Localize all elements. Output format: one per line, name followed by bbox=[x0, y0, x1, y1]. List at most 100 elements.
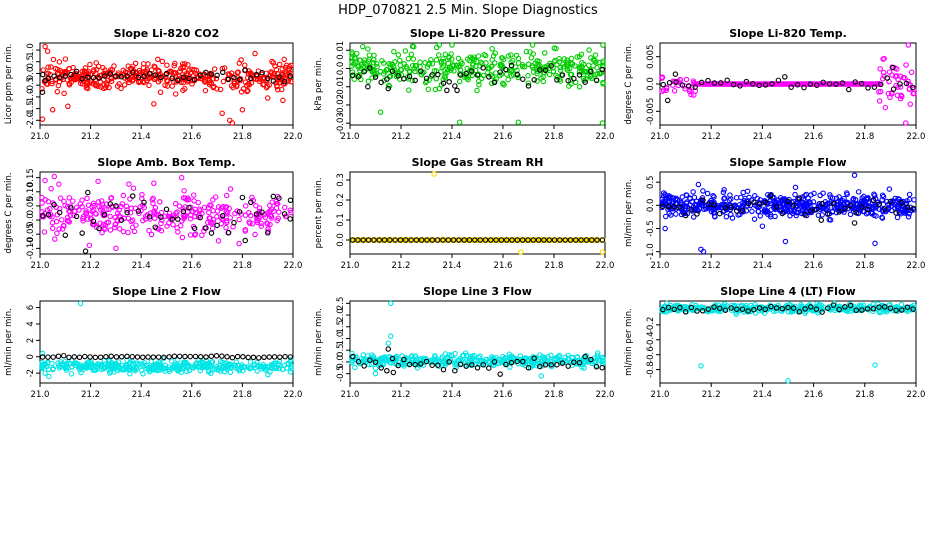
slope-point bbox=[49, 78, 55, 85]
slope-point-black bbox=[361, 363, 367, 369]
chart-panel-4: Slope Amb. Box Temp. 21.0 21.2 21.4 21.6 21.8… bbox=[4, 156, 302, 271]
outlier-point bbox=[903, 120, 909, 126]
slope-point bbox=[412, 68, 418, 75]
slope-point bbox=[181, 360, 187, 366]
slope-point bbox=[269, 365, 276, 371]
slope-point bbox=[541, 50, 548, 56]
slope-point-black bbox=[773, 305, 780, 311]
slope-point bbox=[491, 60, 498, 66]
slope-point bbox=[377, 68, 383, 75]
outlier-point bbox=[49, 107, 56, 113]
slope-point-black bbox=[450, 237, 457, 243]
slope-point bbox=[761, 208, 768, 214]
slope-point-black bbox=[673, 79, 679, 85]
slope-point bbox=[90, 68, 97, 75]
slope-point bbox=[103, 206, 110, 213]
slope-point bbox=[164, 62, 170, 68]
slope-point bbox=[113, 361, 119, 367]
slope-point bbox=[385, 82, 392, 89]
slope-point-black bbox=[491, 79, 498, 86]
slope-point bbox=[98, 204, 105, 210]
slope-point bbox=[275, 215, 282, 222]
slope-point bbox=[136, 67, 143, 74]
slope-point bbox=[451, 68, 457, 74]
slope-point-black bbox=[565, 77, 571, 84]
slope-point bbox=[262, 214, 269, 221]
slope-point-black bbox=[682, 309, 689, 315]
slope-point-black bbox=[576, 359, 583, 366]
slope-point-black bbox=[384, 367, 390, 374]
slope-point-black bbox=[665, 304, 672, 311]
outlier-point bbox=[388, 300, 394, 307]
slope-point-black bbox=[413, 237, 420, 243]
outlier-point bbox=[239, 107, 246, 113]
slope-point bbox=[687, 196, 693, 202]
slope-point-black bbox=[253, 71, 260, 78]
slope-point bbox=[690, 78, 697, 84]
slope-point bbox=[56, 226, 62, 232]
slope-point bbox=[181, 215, 187, 222]
slope-point bbox=[192, 231, 199, 237]
slope-point bbox=[201, 204, 208, 211]
slope-point-black bbox=[751, 199, 757, 205]
slope-point bbox=[123, 203, 130, 210]
slope-point bbox=[141, 204, 148, 211]
slope-point bbox=[528, 237, 535, 243]
slope-point bbox=[128, 218, 134, 225]
x-tick-label: 22.0 bbox=[907, 132, 926, 142]
slope-point-black bbox=[408, 237, 414, 243]
slope-point-black bbox=[705, 77, 711, 84]
slope-point-black bbox=[367, 357, 373, 364]
slope-point-black bbox=[782, 74, 788, 80]
slope-point bbox=[386, 61, 392, 67]
slope-point-black bbox=[546, 237, 552, 243]
slope-point-black bbox=[355, 237, 361, 243]
slope-point bbox=[876, 206, 883, 213]
slope-point-black bbox=[97, 354, 104, 360]
slope-point-black bbox=[350, 72, 356, 78]
slope-point bbox=[129, 78, 136, 84]
slope-point-black bbox=[270, 78, 277, 84]
slope-point-black bbox=[389, 68, 396, 75]
slope-point-black bbox=[802, 306, 808, 312]
slope-point bbox=[513, 52, 520, 59]
slope-point bbox=[375, 358, 381, 365]
slope-point-black bbox=[790, 305, 797, 311]
slope-point bbox=[480, 72, 487, 79]
slope-point bbox=[172, 91, 179, 97]
slope-point bbox=[220, 203, 226, 210]
slope-point bbox=[686, 86, 693, 93]
slope-point bbox=[728, 211, 734, 218]
slope-point bbox=[505, 53, 512, 59]
slope-point-black bbox=[452, 367, 458, 374]
slope-point-black bbox=[129, 353, 135, 360]
slope-point-black bbox=[180, 74, 187, 81]
x-tick-label: 21.8 bbox=[855, 132, 874, 142]
y-tick-label: -0.05 bbox=[26, 223, 36, 245]
slope-point-black bbox=[350, 353, 356, 360]
outlier-point bbox=[444, 87, 450, 94]
slope-point-black bbox=[51, 73, 57, 79]
x-tick-label: 21.8 bbox=[545, 390, 564, 400]
slope-point bbox=[744, 188, 751, 194]
slope-point bbox=[827, 200, 833, 207]
slope-point-black bbox=[281, 211, 288, 217]
slope-point bbox=[489, 73, 495, 80]
slope-point-black bbox=[234, 353, 241, 360]
slope-point bbox=[564, 67, 571, 74]
slope-point-black bbox=[833, 81, 839, 87]
slope-point bbox=[885, 90, 892, 97]
slope-point bbox=[436, 52, 442, 58]
slope-point bbox=[130, 63, 136, 70]
slope-point bbox=[600, 42, 606, 48]
slope-point bbox=[227, 186, 234, 192]
slope-point bbox=[818, 302, 824, 308]
slope-point bbox=[529, 362, 536, 369]
slope-point bbox=[436, 42, 443, 48]
slope-point-black bbox=[124, 73, 130, 79]
slope-point-black bbox=[403, 237, 409, 243]
slope-point-black bbox=[820, 79, 826, 86]
slope-point-black bbox=[582, 79, 588, 85]
slope-point bbox=[406, 87, 412, 93]
y-tick-label: -0.02 bbox=[336, 94, 346, 116]
